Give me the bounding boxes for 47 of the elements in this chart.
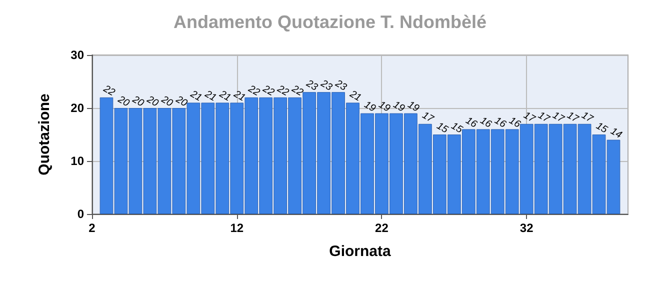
data-label: 15	[434, 120, 450, 136]
data-label: 21	[202, 88, 218, 104]
y-tick-label: 0	[77, 207, 84, 221]
x-axis-title: Giornata	[329, 243, 392, 260]
y-axis-title: Quotazione	[36, 94, 53, 176]
data-label: 19	[391, 99, 407, 115]
y-tick-label: 10	[70, 154, 84, 168]
data-label: 19	[376, 99, 392, 115]
data-label: 14	[608, 126, 624, 142]
data-label: 21	[346, 88, 363, 104]
data-label: 22	[274, 83, 291, 99]
x-tick-label: 12	[230, 221, 244, 235]
x-tick-label: 22	[375, 221, 389, 235]
data-label: 20	[130, 94, 146, 110]
data-label: 19	[362, 99, 378, 115]
data-label: 16	[464, 115, 480, 131]
data-label: 22	[245, 83, 262, 99]
data-label: 17	[579, 110, 595, 126]
data-label: 20	[172, 94, 190, 110]
data-label: 21	[187, 88, 204, 104]
data-label: 22	[260, 83, 276, 99]
data-label: 22	[100, 83, 117, 99]
data-label: 15	[449, 120, 465, 136]
data-label: 21	[216, 88, 232, 104]
data-label: 22	[288, 83, 306, 99]
data-label: 20	[144, 94, 160, 110]
y-tick-label: 20	[70, 101, 84, 115]
data-label: 23	[332, 78, 349, 94]
y-tick-label: 30	[70, 48, 84, 62]
x-tick-label: 2	[88, 221, 96, 235]
x-tick-label: 32	[520, 221, 534, 235]
chart-title: Andamento Quotazione T. Ndombèlé	[173, 12, 487, 32]
data-label: 17	[564, 110, 580, 126]
data-label: 16	[492, 115, 508, 131]
data-label: 23	[303, 78, 320, 94]
data-label: 19	[406, 99, 422, 115]
data-label: 23	[318, 78, 334, 94]
data-label: 17	[420, 110, 436, 126]
data-label: 21	[230, 88, 247, 104]
data-label: 17	[536, 110, 552, 126]
data-label: 16	[507, 115, 523, 131]
data-label: 17	[550, 110, 566, 126]
data-label: 17	[522, 110, 538, 126]
data-label: 20	[158, 94, 175, 110]
data-label: 16	[478, 115, 494, 131]
data-label: 20	[115, 94, 132, 110]
data-label: 15	[594, 120, 610, 136]
